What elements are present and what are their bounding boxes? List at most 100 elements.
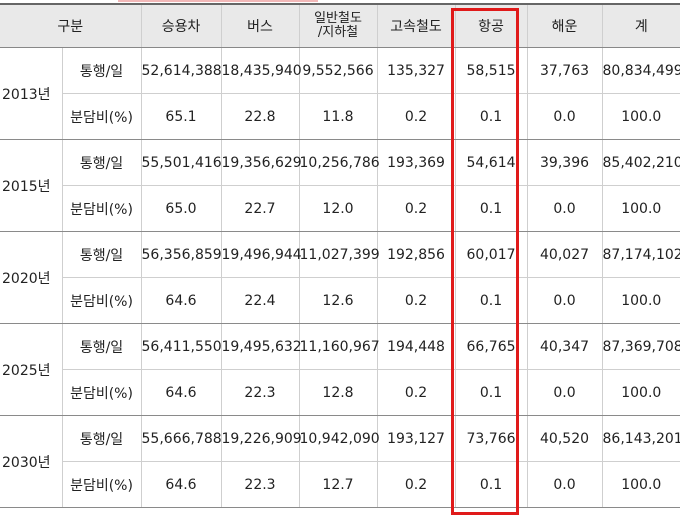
trips-car-cell: 55,501,416 <box>141 139 222 186</box>
table-row: 분담비(%) 64.6 22.3 12.7 0.2 0.1 0.0 100.0 <box>0 461 680 508</box>
share-air-cell: 0.1 <box>455 93 528 140</box>
share-total-cell: 100.0 <box>602 369 680 416</box>
header-row: 구분 승용차 버스 일반철도 /지하철 고속철도 항공 해운 계 <box>0 3 680 48</box>
trips-total-cell: 87,369,708 <box>602 323 680 370</box>
header-rail-line1: 일반철도 <box>314 11 362 26</box>
trips-sea-cell: 40,027 <box>527 231 603 278</box>
share-total-cell: 100.0 <box>602 93 680 140</box>
trips-label: 통행/일 <box>62 47 142 94</box>
trips-car-cell: 56,411,550 <box>141 323 222 370</box>
table-row: 분담비(%) 64.6 22.4 12.6 0.2 0.1 0.0 100.0 <box>0 277 680 324</box>
trips-rail-subway-cell: 10,942,090 <box>299 415 380 462</box>
share-car-cell: 65.0 <box>141 185 222 232</box>
share-rail-subway-cell: 12.6 <box>299 277 378 324</box>
share-label: 분담비(%) <box>62 277 142 324</box>
header-sea: 해운 <box>527 3 603 48</box>
trips-sea-cell: 39,396 <box>527 139 603 186</box>
trips-sea-cell: 40,520 <box>527 415 603 462</box>
table-row: 분담비(%) 64.6 22.3 12.8 0.2 0.1 0.0 100.0 <box>0 369 680 416</box>
share-air-cell: 0.1 <box>455 277 528 324</box>
share-highspeed-rail-cell: 0.2 <box>377 185 456 232</box>
share-highspeed-rail-cell: 0.2 <box>377 277 456 324</box>
trips-rail-subway-cell: 11,027,399 <box>299 231 380 278</box>
trips-car-cell: 56,356,859 <box>141 231 222 278</box>
share-car-cell: 65.1 <box>141 93 222 140</box>
share-rail-subway-cell: 12.8 <box>299 369 378 416</box>
trips-rail-subway-cell: 10,256,786 <box>299 139 380 186</box>
share-bus-cell: 22.3 <box>221 461 300 508</box>
header-car: 승용차 <box>141 3 222 48</box>
trips-rail-subway-cell: 11,160,967 <box>299 323 380 370</box>
trips-air-cell: 73,766 <box>455 415 528 462</box>
trips-label: 통행/일 <box>62 231 142 278</box>
trips-rail-subway-cell: 9,552,566 <box>299 47 378 94</box>
share-label: 분담비(%) <box>62 93 142 140</box>
table-row: 분담비(%) 65.0 22.7 12.0 0.2 0.1 0.0 100.0 <box>0 185 680 232</box>
top-accent-line <box>118 0 318 2</box>
share-highspeed-rail-cell: 0.2 <box>377 93 456 140</box>
header-total: 계 <box>602 3 680 48</box>
trips-air-cell: 66,765 <box>455 323 528 370</box>
trips-total-cell: 86,143,201 <box>602 415 680 462</box>
year-cell: 2030년 <box>0 415 63 508</box>
table-row: 2025년 통행/일 56,411,550 19,495,632 11,160,967 1… <box>0 323 680 416</box>
trips-label: 통행/일 <box>62 139 142 186</box>
table-row: 2030년 통행/일 55,666,788 19,226,909 10,942,090 1… <box>0 415 680 508</box>
trips-highspeed-rail-cell: 193,127 <box>377 415 456 462</box>
trips-bus-cell: 19,495,632 <box>221 323 302 370</box>
year-cell: 2015년 <box>0 139 63 232</box>
header-highspeed-rail: 고속철도 <box>377 3 456 48</box>
year-cell: 2020년 <box>0 231 63 324</box>
share-bus-cell: 22.8 <box>221 93 300 140</box>
share-sea-cell: 0.0 <box>527 185 603 232</box>
share-air-cell: 0.1 <box>455 185 528 232</box>
year-cell: 2013년 <box>0 47 63 140</box>
trips-bus-cell: 18,435,940 <box>221 47 302 94</box>
trips-air-cell: 58,515 <box>455 47 528 94</box>
trips-highspeed-rail-cell: 194,448 <box>377 323 456 370</box>
share-label: 분담비(%) <box>62 461 142 508</box>
share-total-cell: 100.0 <box>602 461 680 508</box>
trips-bus-cell: 19,356,629 <box>221 139 302 186</box>
share-car-cell: 64.6 <box>141 369 222 416</box>
trips-air-cell: 60,017 <box>455 231 528 278</box>
share-car-cell: 64.6 <box>141 277 222 324</box>
trips-bus-cell: 19,226,909 <box>221 415 302 462</box>
trips-car-cell: 55,666,788 <box>141 415 222 462</box>
trips-highspeed-rail-cell: 193,369 <box>377 139 456 186</box>
transport-share-table: 구분 승용차 버스 일반철도 /지하철 고속철도 항공 해운 계 2013년 통행… <box>0 3 680 508</box>
share-air-cell: 0.1 <box>455 369 528 416</box>
share-bus-cell: 22.3 <box>221 369 300 416</box>
header-rail-subway: 일반철도 /지하철 <box>299 3 378 48</box>
share-rail-subway-cell: 12.0 <box>299 185 378 232</box>
trips-total-cell: 80,834,499 <box>602 47 680 94</box>
share-label: 분담비(%) <box>62 185 142 232</box>
share-label: 분담비(%) <box>62 369 142 416</box>
share-bus-cell: 22.7 <box>221 185 300 232</box>
share-total-cell: 100.0 <box>602 185 680 232</box>
trips-air-cell: 54,614 <box>455 139 528 186</box>
share-highspeed-rail-cell: 0.2 <box>377 461 456 508</box>
share-sea-cell: 0.0 <box>527 369 603 416</box>
trips-highspeed-rail-cell: 192,856 <box>377 231 456 278</box>
share-sea-cell: 0.0 <box>527 461 603 508</box>
trips-label: 통행/일 <box>62 415 142 462</box>
share-sea-cell: 0.0 <box>527 93 603 140</box>
trips-total-cell: 85,402,210 <box>602 139 680 186</box>
trips-bus-cell: 19,496,944 <box>221 231 302 278</box>
trips-sea-cell: 40,347 <box>527 323 603 370</box>
trips-highspeed-rail-cell: 135,327 <box>377 47 456 94</box>
trips-sea-cell: 37,763 <box>527 47 603 94</box>
header-category: 구분 <box>0 3 142 48</box>
table-row: 2013년 통행/일 52,614,388 18,435,940 9,552,566 13… <box>0 47 680 140</box>
trips-label: 통행/일 <box>62 323 142 370</box>
trips-total-cell: 87,174,102 <box>602 231 680 278</box>
share-rail-subway-cell: 12.7 <box>299 461 378 508</box>
share-highspeed-rail-cell: 0.2 <box>377 369 456 416</box>
year-cell: 2025년 <box>0 323 63 416</box>
table-body: 2013년 통행/일 52,614,388 18,435,940 9,552,566 13… <box>0 47 680 508</box>
table-row: 2020년 통행/일 56,356,859 19,496,944 11,027,399 1… <box>0 231 680 324</box>
header-air: 항공 <box>455 3 528 48</box>
share-air-cell: 0.1 <box>455 461 528 508</box>
table-row: 분담비(%) 65.1 22.8 11.8 0.2 0.1 0.0 100.0 <box>0 93 680 140</box>
